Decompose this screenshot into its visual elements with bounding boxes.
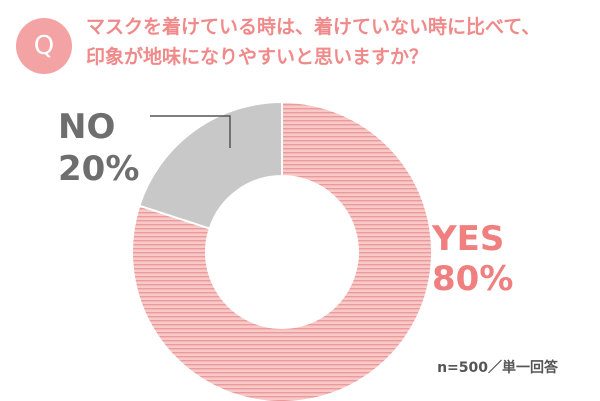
question-text: マスクを着けている時は、着けていない時に比べて、 印象が地味になりやすいと思いま… (86, 12, 591, 72)
no-value-label: 20% (58, 149, 139, 189)
question-line-2: 印象が地味になりやすいと思いますか？ (86, 46, 429, 68)
no-leader-line (150, 115, 231, 148)
slice-no (138, 100, 283, 230)
sample-note: n=500／単一回答 (437, 360, 558, 376)
yes-value-label: 80% (432, 259, 513, 299)
question-line-1: マスクを着けている時は、着けていない時に比べて、 (86, 16, 541, 38)
slice-yes (131, 100, 433, 401)
yes-category-label: YES (431, 219, 504, 259)
no-category-label: NO (58, 107, 115, 147)
question-badge: Q (16, 18, 72, 74)
